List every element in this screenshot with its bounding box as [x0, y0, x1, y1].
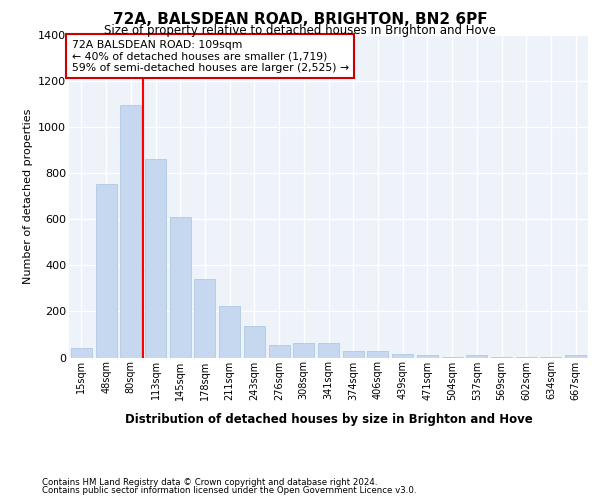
Text: 72A, BALSDEAN ROAD, BRIGHTON, BN2 6PF: 72A, BALSDEAN ROAD, BRIGHTON, BN2 6PF	[113, 12, 487, 28]
Bar	[343, 350, 364, 358]
Bar	[392, 354, 413, 358]
Text: Contains public sector information licensed under the Open Government Licence v3: Contains public sector information licen…	[42, 486, 416, 495]
Bar	[417, 355, 438, 358]
Bar	[269, 345, 290, 358]
Bar	[71, 348, 92, 358]
Bar	[145, 160, 166, 358]
Bar	[170, 217, 191, 358]
Bar	[219, 306, 240, 358]
Bar	[244, 326, 265, 358]
Text: Distribution of detached houses by size in Brighton and Hove: Distribution of detached houses by size …	[125, 412, 533, 426]
Bar	[95, 184, 116, 358]
Bar	[367, 350, 388, 358]
Bar	[293, 342, 314, 357]
Text: Contains HM Land Registry data © Crown copyright and database right 2024.: Contains HM Land Registry data © Crown c…	[42, 478, 377, 487]
Bar	[318, 342, 339, 357]
Bar	[466, 355, 487, 358]
Text: 72A BALSDEAN ROAD: 109sqm
← 40% of detached houses are smaller (1,719)
59% of se: 72A BALSDEAN ROAD: 109sqm ← 40% of detac…	[71, 40, 349, 73]
Y-axis label: Number of detached properties: Number of detached properties	[23, 108, 32, 284]
Text: Size of property relative to detached houses in Brighton and Hove: Size of property relative to detached ho…	[104, 24, 496, 37]
Bar	[565, 355, 586, 358]
Bar	[194, 279, 215, 357]
Bar	[120, 106, 141, 358]
